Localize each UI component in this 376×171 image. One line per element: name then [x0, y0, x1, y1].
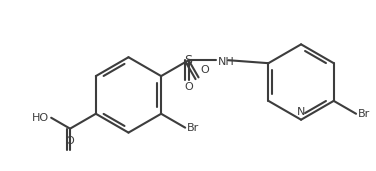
- Text: S: S: [185, 54, 193, 67]
- Text: HO: HO: [32, 113, 49, 123]
- Text: NH: NH: [218, 57, 235, 67]
- Text: O: O: [184, 82, 193, 92]
- Text: N: N: [297, 107, 305, 117]
- Text: O: O: [66, 135, 74, 146]
- Text: Br: Br: [358, 109, 370, 119]
- Text: O: O: [200, 65, 209, 75]
- Text: Br: Br: [187, 123, 199, 133]
